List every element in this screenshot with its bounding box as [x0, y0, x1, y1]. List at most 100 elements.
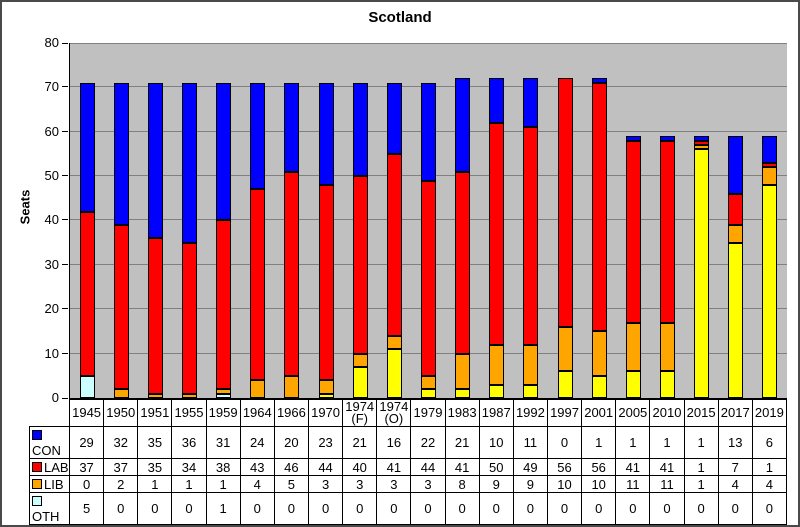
table-corner-cell: [30, 400, 70, 427]
cell-SNP-2019: 48: [751, 524, 787, 525]
year-cell-1955: 1955: [171, 399, 207, 427]
bar-segment-SNP-1987: [489, 385, 504, 398]
year-cell-1992: 1992: [512, 399, 548, 427]
bar-segment-SNP-2017: [728, 243, 743, 398]
bar-segment-LAB-1987: [489, 123, 504, 345]
legend-label-OTH: OTH: [32, 509, 60, 525]
bar-2017: [728, 43, 743, 398]
cell-LIB-1983: 8: [444, 475, 480, 494]
bar-segment-LAB-1983: [455, 172, 470, 354]
bar-1974 (F): [353, 43, 368, 398]
cell-LAB-1997: 56: [546, 458, 583, 477]
bar-2001: [592, 43, 607, 398]
cell-CON-1997: 0: [546, 425, 583, 460]
table-row-OTH: OTH 5 0 0 0 1 0 0 0 0 0 0 0 0 0 0 0 0 0 0 0 0: [29, 492, 787, 525]
bar-segment-CON-1983: [455, 78, 470, 172]
legend-key-LAB: LAB: [29, 458, 70, 477]
bar-segment-LAB-1945: [80, 212, 95, 376]
bar-2019: [762, 43, 777, 398]
y-tick-label-30: 30: [44, 257, 59, 272]
bar-segment-CON-2001: [592, 78, 607, 83]
bar-segment-LAB-1997: [558, 78, 573, 327]
bar-1959: [216, 43, 231, 398]
bar-1987: [489, 43, 504, 398]
bar-segment-LAB-2005: [626, 141, 641, 323]
bar-1974 (O): [387, 43, 402, 398]
cell-LIB-2005: 11: [615, 475, 651, 494]
bar-segment-LIB-1997: [558, 327, 573, 371]
bar-segment-LAB-2001: [592, 83, 607, 331]
bar-1951: [148, 43, 163, 398]
year-cell-2015: 2015: [683, 399, 719, 427]
cell-LIB-2019: 4: [751, 475, 787, 494]
bar-segment-LAB-2010: [660, 141, 675, 323]
bar-2015: [694, 43, 709, 398]
bar-segment-OTH-1959: [216, 394, 231, 398]
bar-segment-LIB-1955: [182, 394, 197, 398]
year-cell-1959: 1959: [205, 399, 241, 427]
bar-segment-LIB-1987: [489, 345, 504, 385]
bar-segment-SNP-2001: [592, 376, 607, 398]
cell-CON-1987: 10: [478, 425, 514, 460]
cell-LIB-1964: 4: [239, 475, 275, 494]
bar-segment-LAB-1966: [284, 172, 299, 376]
y-tick-mark: [62, 398, 68, 399]
cell-LAB-1992: 49: [512, 458, 548, 477]
cell-LAB-2019: 1: [751, 458, 787, 477]
table-row-LIB: LIB 0 2 1 1 1 4 5 3 3 3 3 8 9 9 10 10 11 11 1 4 4: [29, 475, 787, 494]
cell-LAB-1974 (O): 41: [376, 458, 412, 477]
bar-segment-OTH-1945: [80, 376, 95, 398]
cell-LAB-2005: 41: [615, 458, 651, 477]
cell-OTH-1987: 0: [478, 492, 514, 525]
bar-segment-LAB-1951: [148, 238, 163, 394]
cell-CON-2017: 13: [717, 425, 753, 460]
bar-segment-CON-2015: [694, 136, 709, 141]
cell-CON-2019: 6: [751, 425, 787, 460]
cell-LAB-2015: 1: [683, 458, 719, 477]
bar-segment-LAB-2015: [694, 141, 709, 145]
bar-segment-CON-1974 (F): [353, 83, 368, 176]
cell-CON-1964: 24: [239, 425, 275, 460]
y-tick-mark: [62, 131, 68, 132]
bar-segment-LIB-1979: [421, 376, 436, 389]
bar-segment-SNP-1997: [558, 371, 573, 398]
bar-segment-CON-1964: [250, 83, 265, 189]
cell-OTH-2010: 0: [649, 492, 685, 525]
cell-OTH-1950: 0: [103, 492, 139, 525]
bar-1945: [80, 43, 95, 398]
cell-LAB-2001: 56: [581, 458, 617, 477]
bar-segment-CON-1966: [284, 83, 299, 172]
bar-segment-SNP-1992: [523, 385, 538, 398]
year-cell-1997: 1997: [546, 399, 583, 427]
y-tick-mark: [62, 86, 68, 87]
table-row-CON: CON 29 32 35 36 31 24 20 23 21 16 22 21 10 11 0 1 1 1 1 13 6: [29, 425, 787, 460]
cell-OTH-1959: 1: [205, 492, 241, 525]
cell-OTH-1974 (F): 0: [342, 492, 378, 525]
bar-segment-LIB-1950: [114, 389, 129, 398]
cell-LIB-2017: 4: [717, 475, 753, 494]
year-cell-1979: 1979: [410, 399, 446, 427]
year-cell-1966: 1966: [273, 399, 309, 427]
chart-title: Scotland: [368, 9, 432, 26]
cell-LAB-1950: 37: [103, 458, 139, 477]
year-cell-2017: 2017: [717, 399, 753, 427]
cell-CON-1974 (O): 16: [376, 425, 412, 460]
cell-LIB-2001: 10: [581, 475, 617, 494]
bar-segment-LAB-2017: [728, 194, 743, 225]
bar-1970: [319, 43, 334, 398]
bar-segment-CON-2005: [626, 136, 641, 141]
y-tick-mark: [62, 308, 68, 309]
cell-LIB-1997: 10: [546, 475, 583, 494]
year-cell-1964: 1964: [239, 399, 275, 427]
cell-LAB-1955: 34: [171, 458, 207, 477]
cell-OTH-1974 (O): 0: [376, 492, 412, 525]
legend-swatch-LAB: [32, 461, 42, 472]
bar-segment-SNP-2005: [626, 371, 641, 398]
cell-LAB-1966: 46: [273, 458, 309, 477]
cell-CON-1955: 36: [171, 425, 207, 460]
bar-segment-LIB-2019: [762, 167, 777, 185]
y-tick-mark: [62, 43, 68, 44]
bar-segment-SNP-1974 (O): [387, 349, 402, 398]
cell-LIB-1950: 2: [103, 475, 139, 494]
